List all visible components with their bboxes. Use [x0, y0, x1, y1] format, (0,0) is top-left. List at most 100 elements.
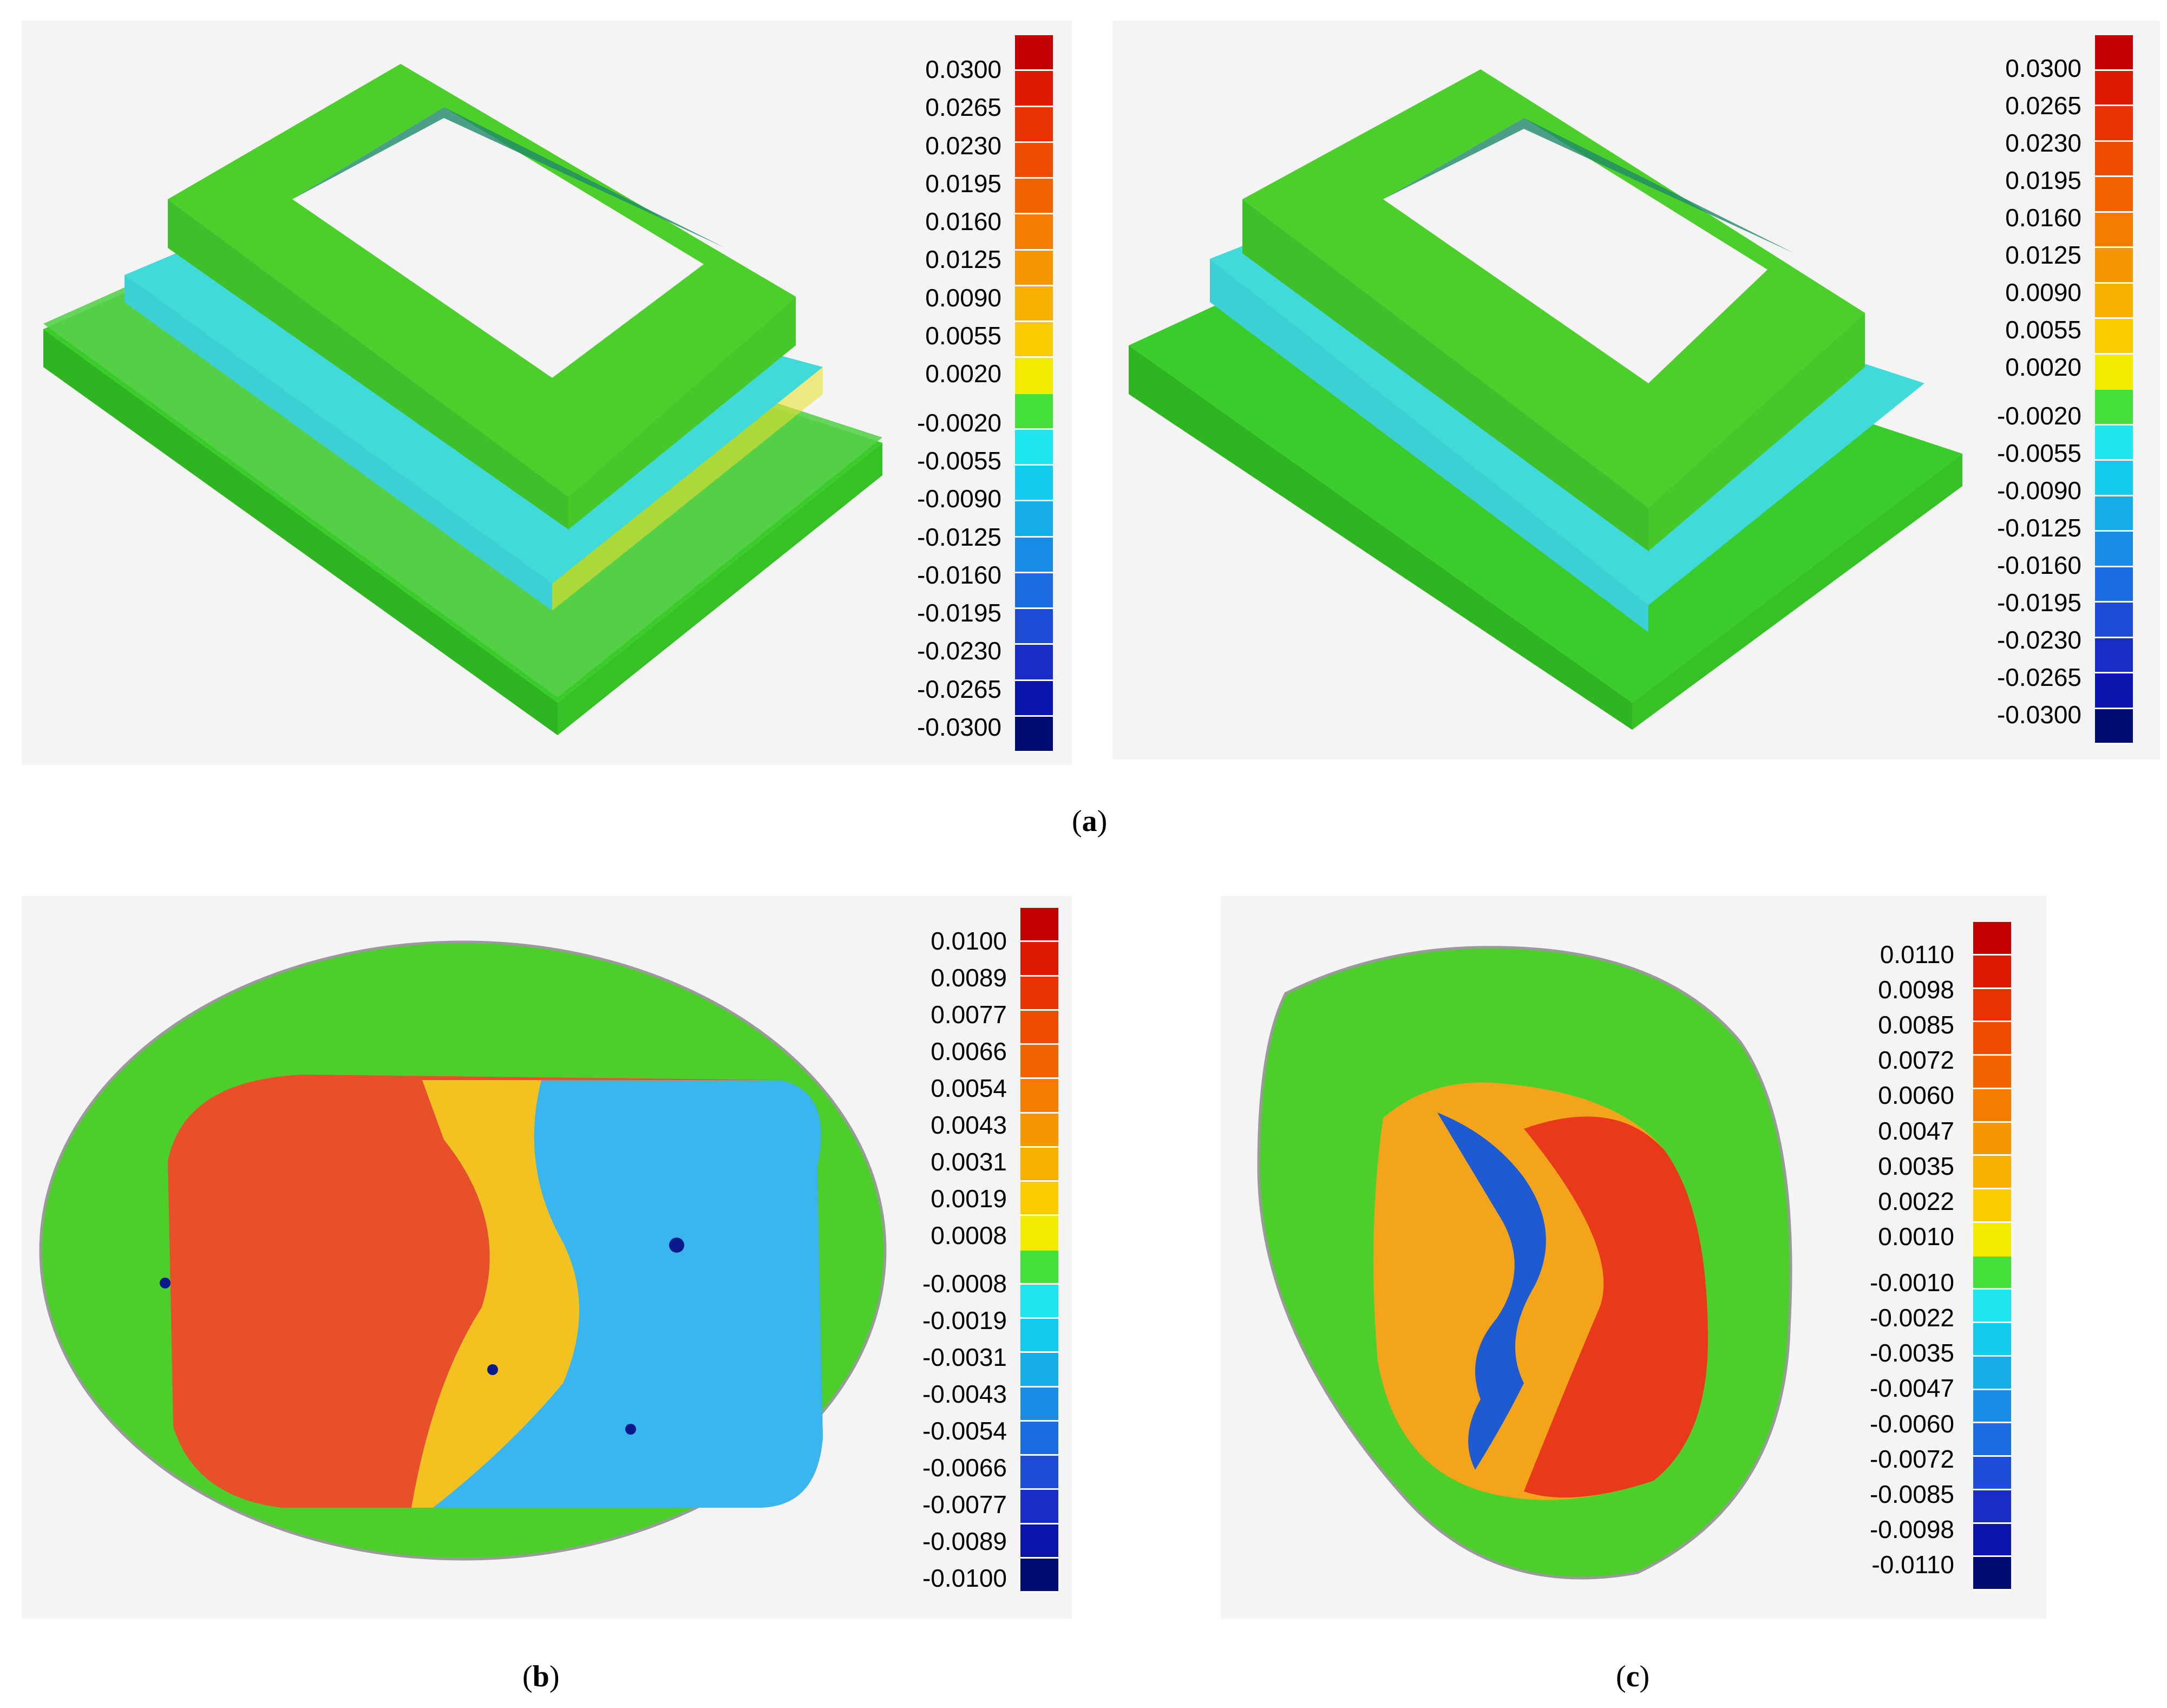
scale-segment — [1973, 1056, 2011, 1089]
scale-segment — [1020, 1113, 1058, 1148]
scale-tick-label: 0.0035 — [1878, 1151, 1954, 1180]
scale-tick-label: 0.0300 — [2005, 54, 2081, 82]
deviation-map-plinth-left — [43, 64, 882, 735]
scale-segment — [1015, 537, 1053, 573]
scale-tick-label: 0.0055 — [2005, 316, 2081, 344]
scale-tick-label: 0.0043 — [931, 1111, 1007, 1140]
scale-segment — [1015, 716, 1053, 752]
scale-segment — [1015, 394, 1053, 430]
scale-segment — [1020, 1319, 1058, 1353]
scale-segment — [2095, 319, 2133, 355]
scale-segment — [2095, 673, 2133, 709]
scale-tick-label: 0.0160 — [2005, 204, 2081, 232]
color-scale-bar — [2095, 35, 2133, 744]
color-scale-bar — [1015, 35, 1053, 752]
scale-segment — [1973, 989, 2011, 1023]
scale-tick-label: 0.0230 — [925, 131, 1001, 160]
scale-segment — [2095, 603, 2133, 638]
scale-segment — [1015, 573, 1053, 609]
scale-tick-label: 0.0010 — [1878, 1222, 1954, 1251]
scale-segment — [1973, 922, 2011, 956]
caption-c: (c) — [1616, 1660, 1650, 1693]
color-scale-bar — [1020, 908, 1058, 1593]
scale-segment — [2095, 248, 2133, 284]
scale-segment — [1015, 250, 1053, 286]
scale-tick-label: -0.0098 — [1869, 1515, 1954, 1543]
scale-segment — [1015, 429, 1053, 466]
scale-segment — [1015, 501, 1053, 538]
scale-tick-label: -0.0020 — [916, 408, 1001, 437]
scale-tick-label: -0.0072 — [1869, 1444, 1954, 1473]
scale-segment — [1015, 107, 1053, 143]
scale-tick-label: -0.0125 — [1996, 513, 2081, 542]
scale-segment — [1015, 680, 1053, 717]
scale-tick-label: 0.0265 — [925, 93, 1001, 122]
panel-c: 0.0110 0.0098 0.0085 0.0072 0.0060 0.0047 0.00… — [1221, 896, 2046, 1619]
scale-segment — [1973, 1457, 2011, 1490]
scale-tick-label: 0.0085 — [1878, 1011, 1954, 1039]
scale-segment — [1020, 976, 1058, 1011]
scale-segment — [1020, 1010, 1058, 1045]
scale-tick-label: -0.0085 — [1869, 1480, 1954, 1508]
scale-segment — [1973, 1490, 2011, 1524]
scale-segment — [1015, 322, 1053, 358]
scale-tick-label: 0.0265 — [2005, 91, 2081, 120]
scale-tick-label: 0.0031 — [931, 1148, 1007, 1176]
scale-tick-label: -0.0160 — [1996, 551, 2081, 579]
scale-tick-label: -0.0035 — [1869, 1339, 1954, 1367]
scale-segment — [1973, 1290, 2011, 1323]
scale-segment — [2095, 496, 2133, 532]
scale-tick-label: 0.0077 — [931, 1000, 1007, 1029]
scale-tick-label: -0.0010 — [1869, 1268, 1954, 1297]
scale-tick-label: -0.0230 — [1996, 625, 2081, 654]
scale-segment — [2095, 567, 2133, 603]
scale-segment — [2095, 354, 2133, 390]
scale-segment — [1015, 179, 1053, 215]
scale-tick-label: 0.0090 — [925, 283, 1001, 312]
scale-segment — [2095, 177, 2133, 213]
scale-tick-label: 0.0098 — [1878, 976, 1954, 1004]
scale-labels: 0.0300 0.0265 0.0230 0.0195 0.0160 0.0125 0.00… — [1943, 21, 2081, 760]
scale-tick-label: 0.0020 — [925, 359, 1001, 388]
scale-tick-label: 0.0110 — [1880, 940, 1954, 968]
scale-segment — [1020, 1456, 1058, 1490]
scale-segment — [1015, 286, 1053, 322]
scale-segment — [2095, 106, 2133, 142]
scale-segment — [2095, 283, 2133, 319]
scale-tick-label: -0.0090 — [1996, 476, 2081, 505]
scale-tick-label: -0.0195 — [916, 599, 1001, 627]
scale-tick-label: -0.0019 — [922, 1306, 1007, 1334]
scale-segment — [2095, 532, 2133, 567]
scale-tick-label: -0.0022 — [1869, 1304, 1954, 1332]
scale-tick-label: 0.0160 — [925, 207, 1001, 236]
scale-tick-label: 0.0195 — [925, 169, 1001, 198]
scale-segment — [1020, 1250, 1058, 1285]
scale-segment — [1020, 1147, 1058, 1182]
scale-tick-label: -0.0060 — [1869, 1409, 1954, 1438]
scale-tick-label: -0.0054 — [922, 1416, 1007, 1445]
scale-segment — [1973, 1122, 2011, 1156]
scale-tick-label: -0.0300 — [916, 713, 1001, 741]
deviation-map-stone-c — [1257, 946, 1792, 1580]
scale-segment — [1973, 1557, 2011, 1591]
scale-segment — [2095, 212, 2133, 248]
scale-segment — [2095, 709, 2133, 744]
scale-segment — [1973, 1523, 2011, 1558]
scale-tick-label: 0.0060 — [1878, 1081, 1954, 1110]
scale-tick-label: -0.0090 — [916, 485, 1001, 513]
scale-tick-label: -0.0008 — [922, 1269, 1007, 1298]
scale-tick-label: 0.0054 — [931, 1074, 1007, 1103]
scale-segment — [1973, 955, 2011, 989]
scale-tick-label: -0.0020 — [1996, 401, 2081, 430]
scale-segment — [1973, 1323, 2011, 1357]
scale-tick-label: 0.0089 — [931, 964, 1007, 992]
scale-segment — [1020, 1182, 1058, 1216]
scale-segment — [1020, 1045, 1058, 1079]
scale-segment — [1015, 142, 1053, 179]
panel-a-left: 0.0300 0.0265 0.0230 0.0195 0.0160 0.0125 0.00… — [22, 21, 1072, 765]
scale-tick-label: -0.0089 — [922, 1527, 1007, 1555]
scale-tick-label: 0.0047 — [1878, 1116, 1954, 1145]
scale-tick-label: -0.0160 — [916, 560, 1001, 589]
scale-segment — [1020, 908, 1058, 943]
scale-segment — [1020, 1353, 1058, 1388]
